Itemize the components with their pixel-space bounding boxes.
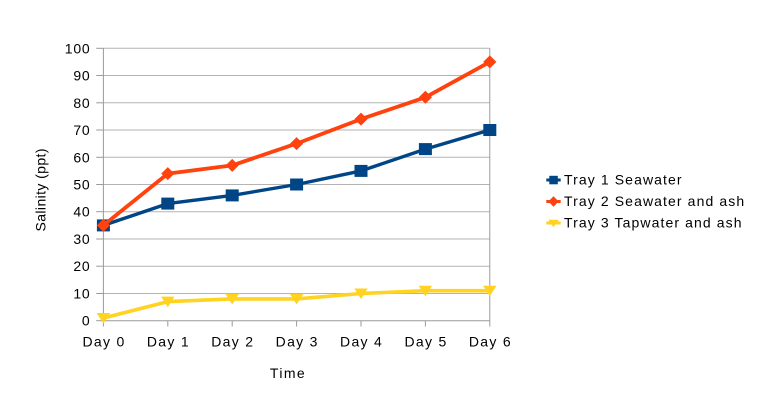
svg-text:80: 80 (73, 95, 90, 111)
svg-text:Salinity (ppt): Salinity (ppt) (33, 148, 49, 231)
svg-text:Day 0: Day 0 (82, 334, 125, 350)
svg-text:Day 4: Day 4 (340, 334, 383, 350)
svg-text:100: 100 (65, 40, 91, 56)
svg-text:Tray 1 Seawater: Tray 1 Seawater (564, 172, 683, 188)
svg-text:40: 40 (73, 204, 90, 220)
svg-text:Day 6: Day 6 (469, 334, 512, 350)
svg-text:Day 3: Day 3 (276, 334, 319, 350)
svg-text:20: 20 (73, 258, 90, 274)
svg-text:70: 70 (73, 122, 90, 138)
svg-text:50: 50 (73, 177, 90, 193)
svg-text:Time: Time (270, 365, 306, 381)
svg-text:Day 2: Day 2 (211, 334, 254, 350)
svg-text:Tray 2 Seawater and ash: Tray 2 Seawater and ash (564, 193, 745, 209)
svg-text:Tray 3 Tapwater and ash: Tray 3 Tapwater and ash (564, 215, 743, 231)
svg-text:10: 10 (73, 286, 90, 302)
svg-text:Day 5: Day 5 (404, 334, 447, 350)
svg-text:60: 60 (73, 149, 90, 165)
svg-text:0: 0 (82, 313, 91, 329)
svg-text:90: 90 (73, 68, 90, 84)
svg-text:30: 30 (73, 231, 90, 247)
svg-text:Day 1: Day 1 (147, 334, 190, 350)
